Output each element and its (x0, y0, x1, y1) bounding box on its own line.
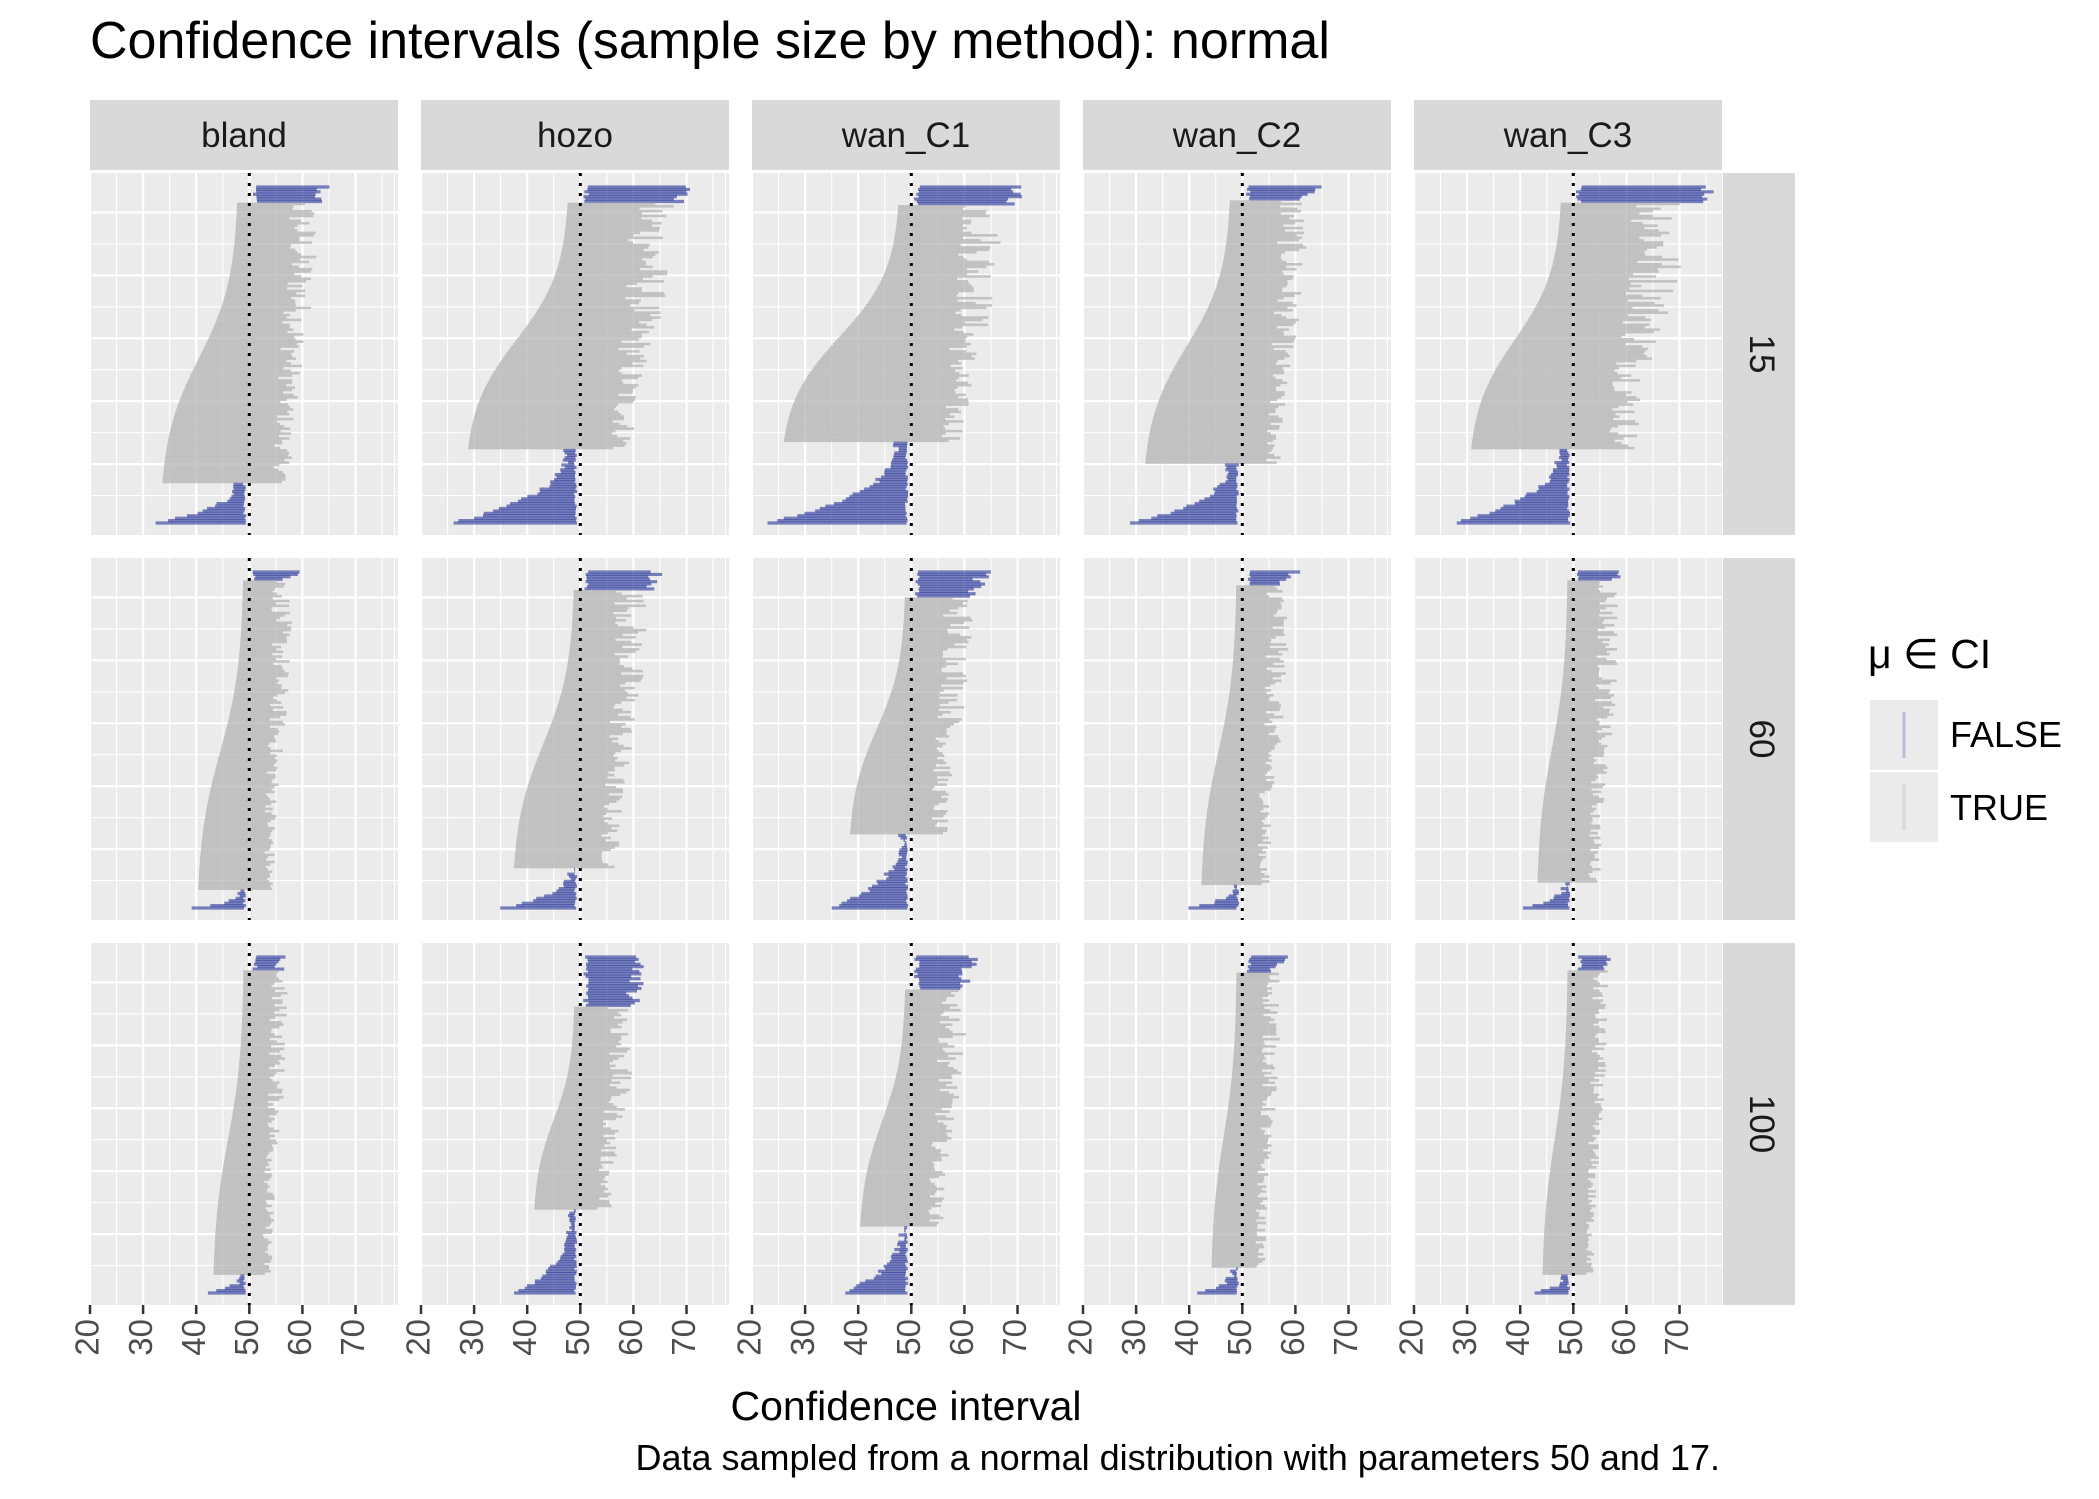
x-tick-label: 50 (1552, 1319, 1589, 1356)
strip-label-wan_C1: wan_C1 (841, 116, 970, 155)
legend-title: μ ∈ CI (1868, 631, 1991, 677)
strip-label-n-15: 15 (1742, 335, 1781, 374)
x-tick-label: 50 (228, 1319, 265, 1356)
x-tick-label: 60 (612, 1319, 649, 1356)
panel-wan_C1-15 (724, 173, 1060, 535)
x-tick-label: 30 (784, 1319, 821, 1356)
x-tick-label: 40 (1168, 1319, 1205, 1356)
panel-hozo-15 (393, 173, 729, 535)
strip-hozo (421, 100, 729, 170)
panel-wan_C2-15 (1055, 173, 1391, 535)
x-tick-label: 40 (1499, 1319, 1536, 1356)
x-tick-label: 40 (506, 1319, 543, 1356)
panel-wan_C1-60 (724, 558, 1060, 920)
panel-hozo-100 (393, 943, 729, 1305)
legend-label-true: TRUE (1950, 787, 2048, 828)
x-tick-label: 30 (122, 1319, 159, 1356)
panel-bland-15 (62, 173, 398, 535)
x-tick-label: 20 (731, 1319, 768, 1356)
strip-n-60 (1723, 558, 1795, 920)
strip-label-hozo: hozo (537, 116, 613, 155)
panel-wan_C3-100 (1386, 943, 1722, 1305)
strip-wan_C2 (1083, 100, 1391, 170)
strip-label-n-100: 100 (1742, 1095, 1781, 1153)
x-tick-label: 20 (1062, 1319, 1099, 1356)
x-axis-wan_C3: 20 30 40 50 60 70 (1393, 1305, 1695, 1356)
strip-bland (90, 100, 398, 170)
x-tick-label: 30 (1115, 1319, 1152, 1356)
strip-label-wan_C2: wan_C2 (1172, 116, 1301, 155)
strip-wan_C1 (752, 100, 1060, 170)
panel-wan_C1-100 (724, 943, 1060, 1305)
x-axis-title: Confidence interval (731, 1383, 1082, 1429)
x-tick-label: 30 (1446, 1319, 1483, 1356)
strip-label-n-60: 60 (1742, 720, 1781, 759)
x-tick-label: 70 (665, 1319, 702, 1356)
x-tick-label: 20 (400, 1319, 437, 1356)
x-tick-label: 40 (837, 1319, 874, 1356)
x-tick-label: 70 (334, 1319, 371, 1356)
x-tick-label: 60 (281, 1319, 318, 1356)
panel-bland-60 (62, 558, 398, 920)
strip-n-15 (1723, 173, 1795, 535)
legend-label-false: FALSE (1950, 714, 2062, 755)
panel-wan_C2-60 (1055, 558, 1391, 920)
x-tick-label: 60 (1605, 1319, 1642, 1356)
panel-wan_C2-100 (1055, 943, 1391, 1305)
strip-wan_C3 (1414, 100, 1722, 170)
legend: μ ∈ CI FALSE TRUE (1868, 631, 2062, 842)
x-tick-label: 50 (559, 1319, 596, 1356)
strip-n-100 (1723, 943, 1795, 1305)
chart-title: Confidence intervals (sample size by met… (90, 12, 1330, 70)
x-tick-label: 30 (453, 1319, 490, 1356)
x-tick-label: 70 (1658, 1319, 1695, 1356)
x-tick-label: 60 (943, 1319, 980, 1356)
strip-label-wan_C3: wan_C3 (1503, 116, 1632, 155)
panel-hozo-60 (393, 558, 729, 920)
x-axis-hozo: 20 30 40 50 60 70 (400, 1305, 702, 1356)
x-tick-label: 20 (1393, 1319, 1430, 1356)
x-tick-label: 50 (890, 1319, 927, 1356)
panel-bland-100 (62, 943, 398, 1305)
x-axis-wan_C1: 20 30 40 50 60 70 (731, 1305, 1033, 1356)
panel-wan_C3-15 (1386, 173, 1722, 535)
chart-caption: Data sampled from a normal distribution … (635, 1437, 1720, 1478)
legend-key-false (1870, 700, 1938, 770)
legend-key-true (1870, 772, 1938, 842)
x-axis-bland: 20 30 40 50 60 70 (69, 1305, 371, 1356)
strip-label-bland: bland (201, 116, 287, 155)
x-tick-label: 50 (1221, 1319, 1258, 1356)
panel-wan_C3-60 (1386, 558, 1722, 920)
x-tick-label: 70 (996, 1319, 1033, 1356)
x-axis-wan_C2: 20 30 40 50 60 70 (1062, 1305, 1364, 1356)
x-tick-label: 20 (69, 1319, 106, 1356)
x-tick-label: 60 (1274, 1319, 1311, 1356)
x-tick-label: 40 (175, 1319, 212, 1356)
x-tick-label: 70 (1327, 1319, 1364, 1356)
